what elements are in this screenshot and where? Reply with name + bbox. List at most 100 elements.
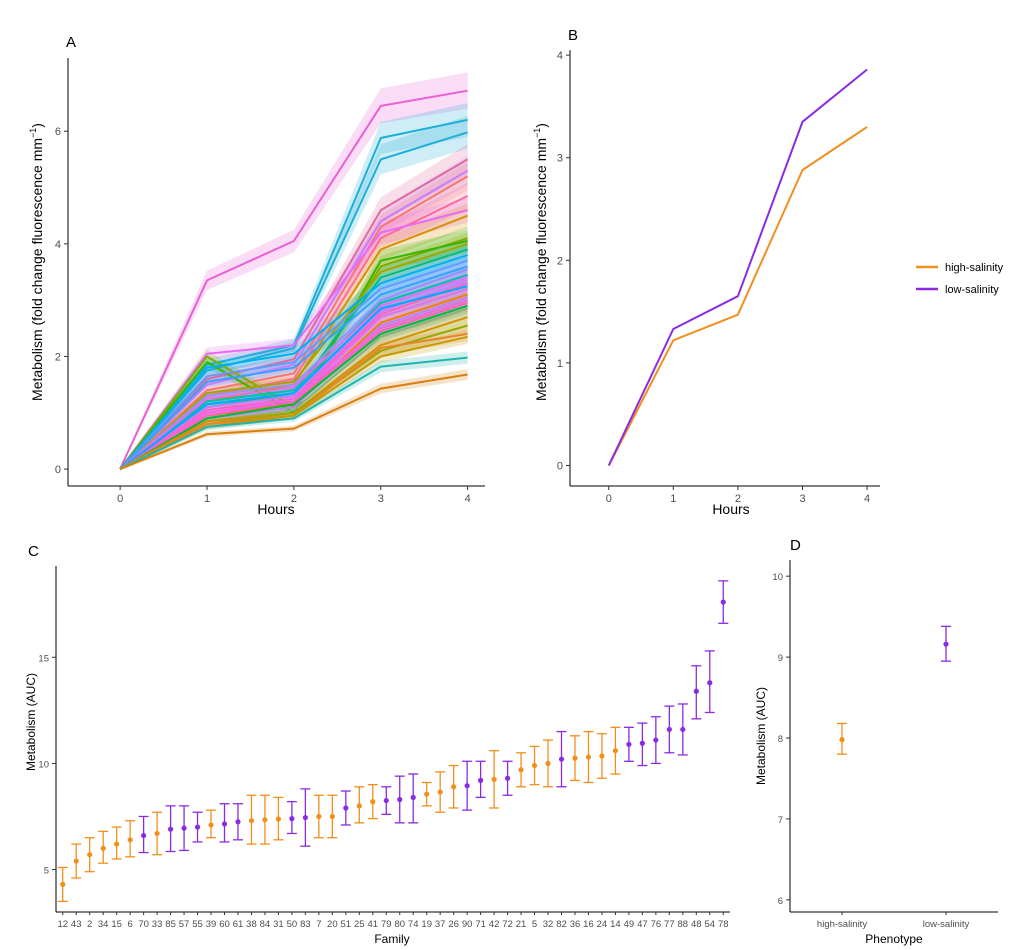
panel-d-x-ticks: high-salinity low-salinity [817, 912, 970, 930]
panel-c-x-tick-label-31: 71 [475, 919, 486, 930]
panel-c-x-tick-label-6: 70 [138, 919, 149, 930]
panel-c-point-40 [599, 753, 605, 759]
panel-c-point-35 [531, 762, 538, 769]
panel-a-lines [119, 89, 469, 471]
panel-a-series-line-7 [119, 209, 468, 470]
panel-c-x-tick-label-27: 19 [421, 919, 432, 930]
panel-c-point-21 [343, 805, 349, 811]
panel-c-point-38 [572, 755, 578, 761]
panel-c-x-tick-label-9: 57 [179, 919, 190, 930]
legend: high-salinity low-salinity [916, 262, 1004, 296]
panel-a-ribbon-29 [120, 309, 468, 471]
panel-c-point-23 [370, 799, 376, 805]
panel-c-point-44 [653, 737, 659, 743]
panel-c-x-tick-label-5: 6 [127, 919, 132, 930]
panel-c-x-tick-label-14: 38 [246, 919, 257, 930]
panel-c-x-tick-label-21: 51 [341, 919, 352, 930]
panel-d-x-title: Phenotype [865, 932, 923, 946]
panel-c-point-15 [262, 817, 268, 823]
panel-c-point-32 [491, 776, 497, 782]
panel-c-point-4 [114, 841, 120, 847]
panel-c-point-11 [208, 822, 214, 828]
panel-a-x-tick-label-3: 3 [378, 493, 384, 505]
panel-c-point-3 [100, 845, 106, 851]
panel-c-x-tick-label-44: 76 [651, 919, 662, 930]
panel-a-y-tick-label-0: 0 [55, 464, 61, 476]
panel-b-x-tick-label-2: 2 [735, 493, 741, 505]
panel-a-ribbon-10 [120, 229, 468, 471]
panel-a-x-tick-label-4: 4 [465, 493, 471, 505]
panel-b-y-ticks: 0 1 2 3 4 [557, 50, 570, 472]
panel-c-x-tick-label-2: 2 [87, 919, 92, 930]
panel-c-point-42 [626, 741, 632, 747]
panel-a-ribbon-27 [120, 297, 468, 471]
panel-c-x-tick-label-8: 85 [165, 919, 176, 930]
panel-c-point-45 [666, 726, 672, 733]
panel-c-x-tick-label-1: 43 [71, 919, 82, 930]
panel-a-series-line-4 [119, 169, 469, 470]
panel-d-x-tick-label-1: low-salinity [923, 919, 970, 930]
panel-b-y-tick-label-2: 2 [557, 255, 563, 267]
panel-c-y-tick-label-1: 10 [38, 759, 49, 770]
panel-d-points [837, 625, 951, 755]
panel-b: B 0 1 2 3 4 0 1 2 3 4 Hours Metabolism (fold cha… [532, 27, 880, 517]
panel-b-y-tick-label-4: 4 [557, 50, 563, 62]
panel-c-x-tick-label-34: 21 [516, 919, 527, 930]
panel-d: D 6 7 8 9 10 high-salinity low-salinity Pheno… [754, 537, 998, 946]
panel-b-x-tick-label-1: 1 [670, 493, 676, 505]
panel-b-y-tick-label-1: 1 [557, 358, 563, 370]
panel-b-y-title: Metabolism (fold change fluorescence mm−… [532, 123, 549, 401]
panel-d-x-tick-label-0: high-salinity [817, 919, 867, 930]
panel-a-ribbon-3 [120, 144, 468, 471]
panel-c-point-43 [639, 740, 645, 746]
panel-c-x-tick-label-28: 37 [435, 919, 446, 930]
panel-c-x-tick-label-4: 15 [111, 919, 122, 930]
panel-d-point-0 [839, 737, 845, 743]
panel-c-point-49 [720, 599, 726, 605]
panel-d-y-tick-label-2: 8 [778, 734, 783, 745]
panel-a-y-tick-label-3: 6 [55, 126, 61, 138]
panel-c-point-1 [73, 858, 79, 864]
panel-d-y-title: Metabolism (AUC) [754, 687, 768, 785]
panel-a-ribbon-4 [120, 156, 468, 471]
panel-c-x-tick-label-23: 41 [367, 919, 378, 930]
panel-c-x-tick-label-22: 25 [354, 919, 365, 930]
panel-c-x-tick-label-40: 24 [597, 919, 608, 930]
panel-a-ribbon-26 [120, 294, 468, 471]
panel-c-point-12 [221, 821, 228, 827]
panel-a-series-line-13 [119, 254, 468, 470]
panel-c-y-tick-label-0: 5 [44, 866, 49, 877]
panel-b-lines [607, 68, 868, 466]
panel-c-point-46 [680, 726, 686, 733]
panel-a-x-title: Hours [257, 501, 294, 517]
panel-a-series-line-15 [119, 265, 468, 470]
panel-a-ribbon-28 [120, 300, 468, 471]
panel-c-point-29 [451, 784, 457, 790]
panel-a-ribbon-22 [120, 279, 468, 471]
panel-c-x-tick-label-35: 5 [532, 919, 537, 930]
panel-c-x-title: Family [374, 932, 409, 946]
panel-b-x-tick-label-3: 3 [799, 493, 805, 505]
panel-a-x-ticks: 0 1 2 3 4 [117, 486, 471, 505]
panel-a-ribbon-33 [120, 351, 468, 471]
panel-a-series-line-14 [119, 259, 468, 470]
panel-b-series-line-0 [607, 126, 868, 466]
panel-a-series-line-18 [119, 276, 468, 470]
panel-c-point-0 [60, 881, 66, 888]
panel-d-y-ticks: 6 7 8 9 10 [772, 572, 790, 907]
panel-c-point-33 [504, 775, 511, 781]
panel-a-ribbon-31 [120, 326, 468, 471]
panel-b-y-title-main: Metabolism (fold change fluorescence mm [533, 138, 549, 401]
panel-c-x-tick-label-17: 50 [287, 919, 298, 930]
panel-c-x-tick-label-12: 60 [219, 919, 230, 930]
panel-c-point-7 [154, 830, 160, 837]
panel-c-x-tick-label-36: 32 [543, 919, 554, 930]
panel-c-point-48 [707, 680, 713, 686]
panel-b-x-ticks: 0 1 2 3 4 [606, 486, 870, 505]
panel-d-label: D [790, 537, 801, 554]
panel-c-point-26 [410, 794, 416, 800]
panel-a-y-tick-label-2: 4 [55, 239, 61, 251]
panel-c-point-24 [383, 797, 389, 804]
